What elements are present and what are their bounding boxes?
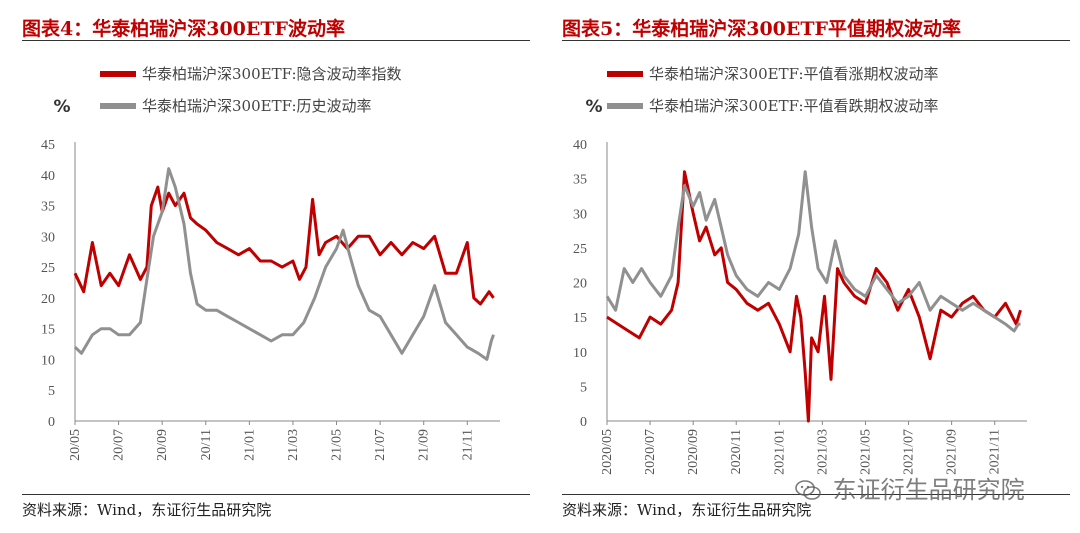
series-line-secondary: [605, 170, 1021, 333]
x-tick-label: 2020/11: [729, 429, 744, 474]
x-tick-label: 2020/09: [686, 429, 701, 475]
y-tick-label: 35: [573, 173, 587, 188]
x-tick-label: 2021/01: [772, 429, 787, 475]
x-tick-label: 21/01: [242, 429, 257, 461]
x-tick-label: 20/09: [155, 429, 170, 461]
watermark: 东证衍生品研究院: [795, 470, 1025, 505]
x-tick-label: 2021/09: [945, 429, 960, 475]
x-tick-label: 2021/05: [858, 429, 873, 475]
x-tick-label: 21/05: [330, 429, 345, 461]
series-line-secondary: [73, 167, 495, 361]
y-tick-label: 0: [580, 415, 587, 430]
wechat-icon: [795, 480, 821, 500]
x-tick-label: 21/09: [417, 429, 432, 461]
x-tick-label: 21/07: [373, 429, 388, 461]
legend-label: 华泰柏瑞沪深300ETF:平值看涨期权波动率: [649, 65, 939, 83]
x-tick-label: 2020/05: [600, 429, 615, 475]
y-tick-label: 30: [41, 230, 55, 245]
figure-5-panel: 图表5：华泰柏瑞沪深300ETF平值期权波动率 华泰柏瑞沪深300ETF:平值看…: [540, 0, 1080, 533]
x-tick-label: 2020/07: [643, 429, 658, 475]
figure-4-source: 资料来源：Wind，东证衍生品研究院: [22, 501, 272, 519]
y-tick-label: 15: [573, 311, 587, 326]
figure-4-panel: 图表4：华泰柏瑞沪深300ETF波动率 华泰柏瑞沪深300ETF:隐含波动率指数…: [22, 18, 530, 519]
figure-5-chart: 华泰柏瑞沪深300ETF:平值看涨期权波动率华泰柏瑞沪深300ETF:平值看跌期…: [573, 65, 1027, 475]
y-tick-label: 40: [41, 169, 55, 184]
source-divider: [22, 494, 530, 495]
legend-label: 华泰柏瑞沪深300ETF:历史波动率: [142, 97, 372, 115]
y-tick-label: 35: [41, 200, 55, 215]
y-unit-label: %: [585, 97, 602, 117]
figure-5-title: 图表5：华泰柏瑞沪深300ETF平值期权波动率: [562, 18, 961, 40]
figure-4-title: 图表4：华泰柏瑞沪深300ETF波动率: [22, 18, 345, 40]
y-tick-label: 5: [48, 384, 55, 399]
y-unit-label: %: [53, 97, 70, 117]
source-divider: [562, 494, 1070, 495]
y-tick-label: 25: [41, 261, 55, 276]
y-tick-label: 20: [573, 277, 587, 292]
x-tick-label: 2021/07: [902, 429, 917, 475]
series-line-primary: [73, 185, 495, 306]
y-tick-label: 10: [41, 353, 55, 368]
title-divider: [562, 40, 1070, 41]
x-tick-label: 20/07: [112, 429, 127, 461]
y-tick-label: 5: [580, 380, 587, 395]
watermark-text: 东证衍生品研究院: [832, 476, 1025, 504]
x-tick-label: 20/11: [199, 429, 214, 460]
x-tick-label: 20/05: [68, 429, 83, 461]
y-tick-label: 20: [41, 292, 55, 307]
y-tick-label: 10: [573, 346, 587, 361]
x-tick-label: 2021/03: [815, 429, 830, 475]
legend-label: 华泰柏瑞沪深300ETF:隐含波动率指数: [142, 65, 402, 83]
y-tick-label: 40: [573, 138, 587, 153]
x-tick-label: 2021/11: [988, 429, 1003, 474]
y-tick-label: 15: [41, 323, 55, 338]
x-tick-label: 21/11: [460, 429, 475, 460]
y-tick-label: 45: [41, 138, 55, 153]
title-divider: [22, 40, 530, 41]
figure-5-source: 资料来源：Wind，东证衍生品研究院: [562, 501, 812, 519]
y-tick-label: 30: [573, 207, 587, 222]
y-tick-label: 25: [573, 242, 587, 257]
series-line-primary: [606, 170, 1022, 423]
legend-label: 华泰柏瑞沪深300ETF:平值看跌期权波动率: [649, 97, 939, 115]
x-tick-label: 21/03: [286, 429, 301, 461]
y-tick-label: 0: [48, 415, 55, 430]
